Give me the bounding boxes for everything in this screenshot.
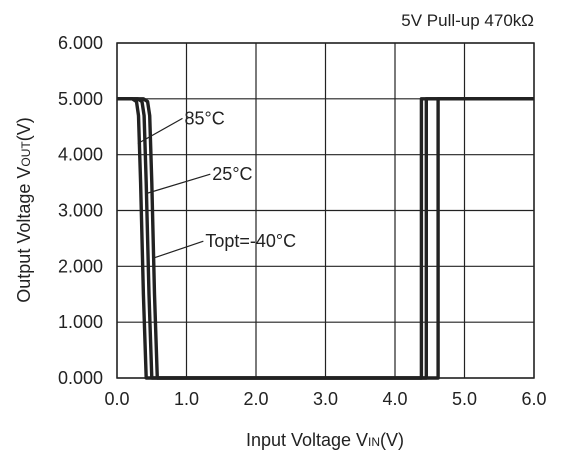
x-axis-label: Input Voltage VIN(V) xyxy=(246,430,404,450)
y-tick-label: 4.000 xyxy=(58,145,103,165)
y-tick-label: 0.000 xyxy=(58,368,103,388)
grid xyxy=(116,42,535,379)
y-tick-label: 6.000 xyxy=(58,33,103,53)
y-tick-label: 2.000 xyxy=(58,256,103,276)
tick-labels: 0.0 1.0 2.0 3.0 4.0 5.0 6.0 0.000 1.000 2.000 3.00… xyxy=(58,33,547,409)
annotation-label-2: Topt=-40°C xyxy=(205,231,296,251)
y-tick-label: 1.000 xyxy=(58,312,103,332)
annotation-leader-0 xyxy=(137,117,183,145)
x-tick-label: 3.0 xyxy=(313,389,338,409)
x-tick-label: 6.0 xyxy=(521,389,546,409)
annotation-label-1: 25°C xyxy=(212,164,252,184)
y-tick-label: 5.000 xyxy=(58,89,103,109)
x-tick-label: 5.0 xyxy=(452,389,477,409)
y-axis-label: Output Voltage VOUT(V) xyxy=(14,117,34,302)
annotation-leader-1 xyxy=(145,173,211,195)
annotation-leader-2 xyxy=(153,240,204,259)
chart-title: 5V Pull-up 470kΩ xyxy=(401,11,534,30)
series-line-2 xyxy=(117,97,534,380)
annotations: 85°C 25°C Topt=-40°C xyxy=(137,108,296,259)
x-tick-label: 2.0 xyxy=(243,389,268,409)
curves xyxy=(117,97,534,380)
x-tick-label: 4.0 xyxy=(382,389,407,409)
x-tick-label: 0.0 xyxy=(104,389,129,409)
x-tick-label: 1.0 xyxy=(174,389,199,409)
annotation-label-0: 85°C xyxy=(185,108,225,128)
y-tick-label: 3.000 xyxy=(58,201,103,221)
